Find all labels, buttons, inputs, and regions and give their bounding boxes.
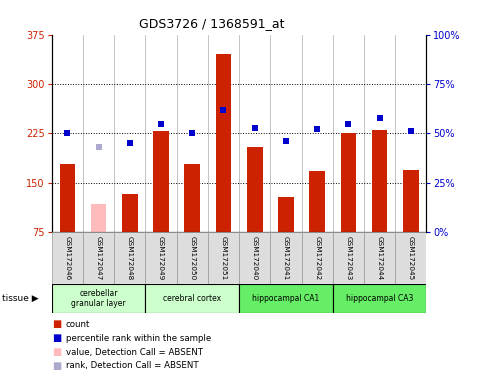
Bar [83, 232, 114, 284]
Text: GSM172049: GSM172049 [158, 236, 164, 280]
Bar [216, 55, 231, 232]
Text: tissue ▶: tissue ▶ [2, 294, 39, 303]
Text: GSM172044: GSM172044 [377, 236, 383, 280]
Bar [247, 147, 262, 232]
Bar [52, 284, 145, 313]
Bar [270, 232, 302, 284]
Bar [153, 131, 169, 232]
Text: GSM172043: GSM172043 [346, 236, 352, 280]
Bar [52, 232, 83, 284]
Bar [239, 232, 270, 284]
Bar [208, 232, 239, 284]
Text: GSM172047: GSM172047 [96, 236, 102, 280]
Text: GSM172042: GSM172042 [314, 236, 320, 280]
Text: percentile rank within the sample: percentile rank within the sample [66, 334, 211, 343]
Text: value, Detection Call = ABSENT: value, Detection Call = ABSENT [66, 348, 203, 357]
Text: hippocampal CA1: hippocampal CA1 [252, 294, 319, 303]
Bar [176, 232, 208, 284]
Bar [341, 134, 356, 232]
Bar [302, 232, 333, 284]
Text: ■: ■ [52, 361, 61, 371]
Text: cerebellar
granular layer: cerebellar granular layer [71, 289, 126, 308]
Bar [91, 204, 106, 232]
Bar [395, 232, 426, 284]
Text: GDS3726 / 1368591_at: GDS3726 / 1368591_at [139, 17, 285, 30]
Text: GSM172046: GSM172046 [65, 236, 70, 280]
Text: GSM172048: GSM172048 [127, 236, 133, 280]
Text: GSM172040: GSM172040 [252, 236, 258, 280]
Text: cerebral cortex: cerebral cortex [163, 294, 221, 303]
Bar [372, 130, 387, 232]
Bar [310, 171, 325, 232]
Text: count: count [66, 320, 90, 329]
Bar [122, 194, 138, 232]
Text: GSM172050: GSM172050 [189, 236, 195, 280]
Text: rank, Detection Call = ABSENT: rank, Detection Call = ABSENT [66, 361, 198, 371]
Bar [145, 232, 176, 284]
Text: GSM172045: GSM172045 [408, 236, 414, 280]
Bar [184, 164, 200, 232]
Text: GSM172051: GSM172051 [220, 236, 226, 280]
Bar [60, 164, 75, 232]
Bar [114, 232, 145, 284]
Bar [333, 232, 364, 284]
Bar [333, 284, 426, 313]
Text: ■: ■ [52, 333, 61, 343]
Bar [145, 284, 239, 313]
Text: hippocampal CA3: hippocampal CA3 [346, 294, 413, 303]
Bar [239, 284, 333, 313]
Bar [278, 197, 294, 232]
Text: ■: ■ [52, 347, 61, 357]
Text: GSM172041: GSM172041 [283, 236, 289, 280]
Text: ■: ■ [52, 319, 61, 329]
Bar [364, 232, 395, 284]
Bar [403, 170, 419, 232]
